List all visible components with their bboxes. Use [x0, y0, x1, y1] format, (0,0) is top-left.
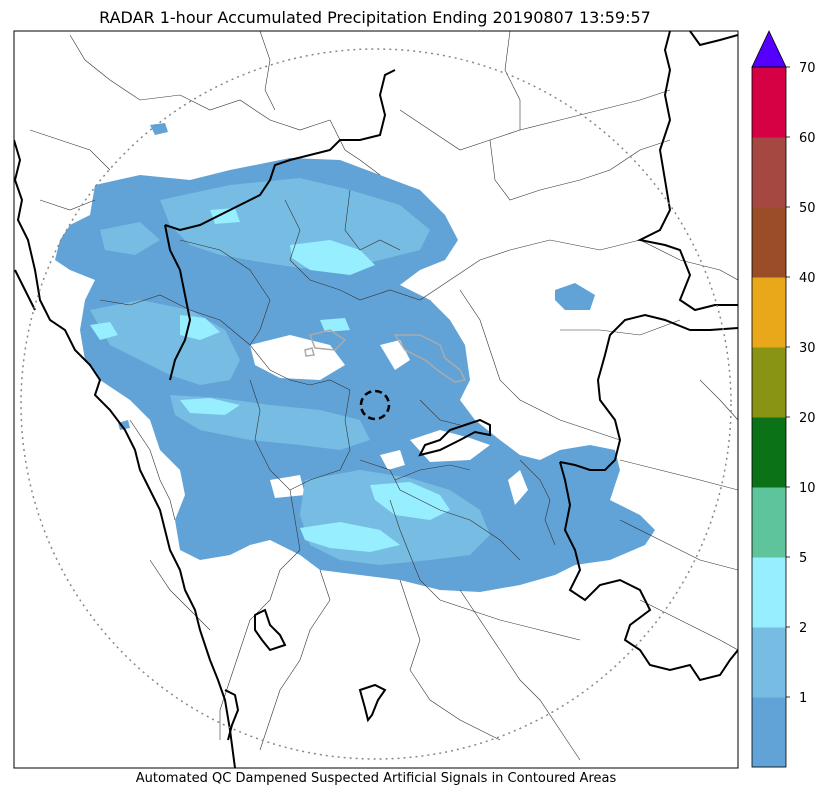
range-ring — [20, 48, 732, 760]
colorbar-tick-label: 30 — [799, 341, 816, 356]
radar-site-marker — [359, 389, 391, 421]
colorbar-tick-label: 2 — [799, 621, 807, 636]
colorbar-tick-label: 40 — [799, 271, 816, 286]
colorbar-tick-label: 20 — [799, 411, 816, 426]
qc-contours — [304, 329, 467, 383]
colorbar-tick-label: 50 — [799, 201, 816, 216]
colorbar-extend-arrow — [751, 30, 787, 68]
colorbar-bin-60-70 — [752, 67, 786, 138]
state-borders — [14, 31, 738, 768]
colorbar-tick-label: 60 — [799, 131, 816, 146]
colorbar-bin-50-60 — [752, 137, 786, 208]
map-title: RADAR 1-hour Accumulated Precipitation E… — [99, 8, 651, 27]
colorbar-tick-label: 10 — [799, 481, 816, 496]
colorbar-bin-1-2 — [752, 627, 786, 698]
map-frame — [13, 30, 739, 769]
colorbar-bin-40-50 — [752, 207, 786, 278]
colorbar-tick-label: 1 — [799, 691, 807, 706]
colorbar-bin-30-40 — [752, 277, 786, 348]
precip-layer-2-5 — [90, 208, 450, 552]
colorbar-tick-label: 5 — [799, 551, 807, 566]
precip-layer-0-1 — [55, 123, 655, 592]
colorbar-tick-label: 70 — [799, 61, 816, 76]
colorbar-bin-5-10 — [752, 487, 786, 558]
colorbar-bin-10-20 — [752, 417, 786, 488]
colorbar-bin-20-30 — [752, 347, 786, 418]
colorbar-bin-0-1 — [752, 697, 786, 768]
qc-footnote: Automated QC Dampened Suspected Artifici… — [135, 771, 617, 786]
colorbar-bin-2-5 — [752, 557, 786, 628]
district-borders — [29, 31, 738, 761]
